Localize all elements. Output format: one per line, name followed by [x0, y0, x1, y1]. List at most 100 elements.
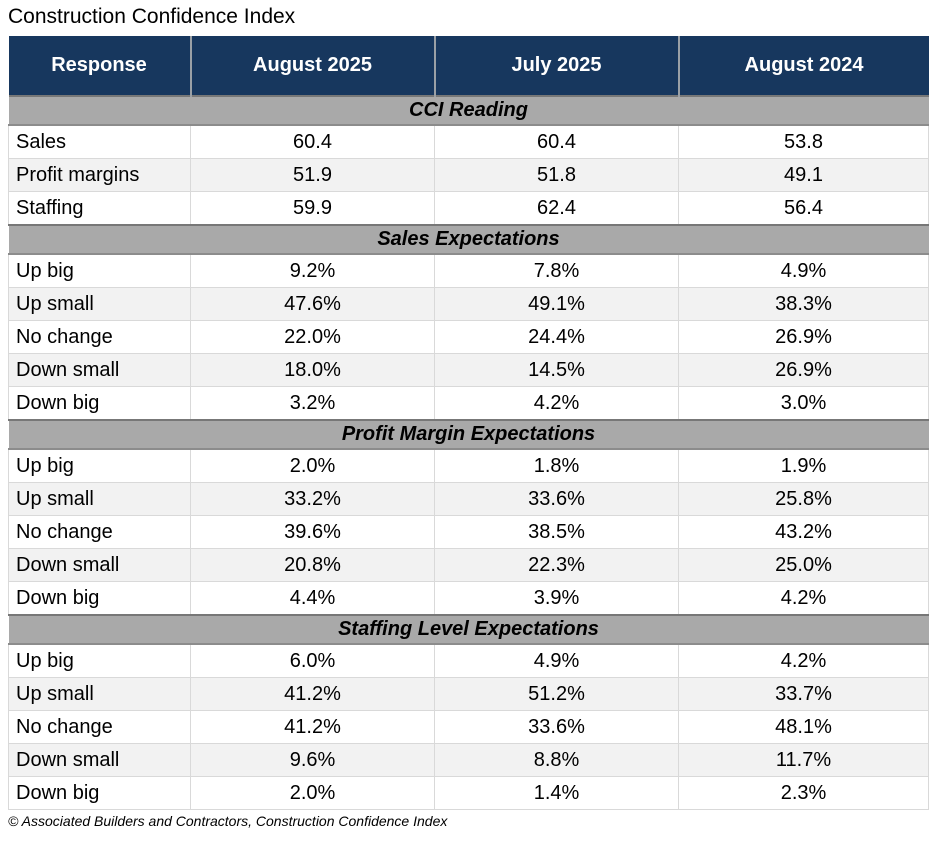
value-aug-2025: 22.0% — [190, 320, 435, 354]
value-jul-2025: 14.5% — [434, 353, 679, 387]
value-aug-2024: 43.2% — [678, 515, 929, 549]
value-aug-2024: 4.2% — [678, 581, 929, 616]
response-label: No change — [8, 320, 191, 354]
value-aug-2025: 41.2% — [190, 710, 435, 744]
value-aug-2025: 59.9 — [190, 191, 435, 226]
value-aug-2025: 33.2% — [190, 482, 435, 516]
value-aug-2024: 49.1 — [678, 158, 929, 192]
table-row: Down small 20.8% 22.3% 25.0% — [8, 548, 929, 582]
col-header-july-2025: July 2025 — [433, 36, 679, 97]
value-jul-2025: 38.5% — [434, 515, 679, 549]
section-header-row: Sales Expectations — [8, 224, 929, 255]
value-jul-2025: 49.1% — [434, 287, 679, 321]
section-title-sales-expectations: Sales Expectations — [8, 224, 929, 255]
col-header-august-2025: August 2025 — [189, 36, 435, 97]
value-aug-2024: 4.9% — [678, 253, 929, 288]
table-row: Up small 47.6% 49.1% 38.3% — [8, 287, 929, 321]
value-aug-2024: 26.9% — [678, 320, 929, 354]
value-aug-2025: 60.4 — [190, 124, 435, 159]
response-label: Profit margins — [8, 158, 191, 192]
value-aug-2024: 11.7% — [678, 743, 929, 777]
table-row: Staffing 59.9 62.4 56.4 — [8, 191, 929, 226]
value-jul-2025: 3.9% — [434, 581, 679, 616]
value-aug-2025: 9.6% — [190, 743, 435, 777]
value-aug-2025: 3.2% — [190, 386, 435, 421]
response-label: Up big — [8, 643, 191, 678]
value-aug-2025: 2.0% — [190, 776, 435, 810]
value-jul-2025: 60.4 — [434, 124, 679, 159]
value-aug-2024: 33.7% — [678, 677, 929, 711]
response-label: Down big — [8, 386, 191, 421]
value-aug-2024: 1.9% — [678, 448, 929, 483]
value-jul-2025: 1.8% — [434, 448, 679, 483]
cci-table: Response August 2025 July 2025 August 20… — [8, 36, 929, 810]
value-aug-2025: 4.4% — [190, 581, 435, 616]
header-row: Response August 2025 July 2025 August 20… — [8, 36, 929, 97]
table-row: Sales 60.4 60.4 53.8 — [8, 124, 929, 159]
footer-credit: © Associated Builders and Contractors, C… — [8, 813, 448, 829]
response-label: Up small — [8, 677, 191, 711]
value-jul-2025: 7.8% — [434, 253, 679, 288]
value-aug-2024: 48.1% — [678, 710, 929, 744]
section-title-staffing-level-expectations: Staffing Level Expectations — [8, 614, 929, 645]
value-aug-2024: 2.3% — [678, 776, 929, 810]
value-jul-2025: 4.9% — [434, 643, 679, 678]
response-label: Down big — [8, 776, 191, 810]
value-jul-2025: 51.8 — [434, 158, 679, 192]
value-jul-2025: 4.2% — [434, 386, 679, 421]
value-jul-2025: 1.4% — [434, 776, 679, 810]
table-row: Up big 2.0% 1.8% 1.9% — [8, 448, 929, 483]
value-aug-2025: 18.0% — [190, 353, 435, 387]
value-jul-2025: 62.4 — [434, 191, 679, 226]
table-row: Down big 3.2% 4.2% 3.0% — [8, 386, 929, 421]
table-row: No change 41.2% 33.6% 48.1% — [8, 710, 929, 744]
response-label: Down small — [8, 548, 191, 582]
table-row: Down big 4.4% 3.9% 4.2% — [8, 581, 929, 616]
value-aug-2024: 53.8 — [678, 124, 929, 159]
table-row: Up big 6.0% 4.9% 4.2% — [8, 643, 929, 678]
section-title-profit-margin-expectations: Profit Margin Expectations — [8, 419, 929, 450]
response-label: Up small — [8, 482, 191, 516]
response-label: Sales — [8, 124, 191, 159]
table-row: Profit margins 51.9 51.8 49.1 — [8, 158, 929, 192]
value-aug-2024: 4.2% — [678, 643, 929, 678]
value-aug-2025: 47.6% — [190, 287, 435, 321]
response-label: Down big — [8, 581, 191, 616]
value-aug-2024: 56.4 — [678, 191, 929, 226]
value-aug-2025: 20.8% — [190, 548, 435, 582]
table-row: Up big 9.2% 7.8% 4.9% — [8, 253, 929, 288]
col-header-response: Response — [8, 36, 191, 97]
response-label: Down small — [8, 743, 191, 777]
value-aug-2024: 38.3% — [678, 287, 929, 321]
value-aug-2024: 25.0% — [678, 548, 929, 582]
col-header-august-2024: August 2024 — [677, 36, 929, 97]
value-aug-2024: 25.8% — [678, 482, 929, 516]
section-header-row: CCI Reading — [8, 95, 929, 126]
table-row: No change 39.6% 38.5% 43.2% — [8, 515, 929, 549]
value-aug-2025: 9.2% — [190, 253, 435, 288]
value-aug-2025: 39.6% — [190, 515, 435, 549]
value-jul-2025: 33.6% — [434, 482, 679, 516]
page: Construction Confidence Index Response A… — [8, 5, 929, 829]
value-jul-2025: 51.2% — [434, 677, 679, 711]
response-label: Staffing — [8, 191, 191, 226]
table-row: No change 22.0% 24.4% 26.9% — [8, 320, 929, 354]
response-label: Up small — [8, 287, 191, 321]
value-jul-2025: 33.6% — [434, 710, 679, 744]
page-title: Construction Confidence Index — [8, 5, 296, 28]
response-label: Down small — [8, 353, 191, 387]
value-jul-2025: 22.3% — [434, 548, 679, 582]
section-title-cci-reading: CCI Reading — [8, 95, 929, 126]
value-aug-2025: 2.0% — [190, 448, 435, 483]
response-label: No change — [8, 515, 191, 549]
table-row: Down small 9.6% 8.8% 11.7% — [8, 743, 929, 777]
table-row: Up small 41.2% 51.2% 33.7% — [8, 677, 929, 711]
section-header-row: Profit Margin Expectations — [8, 419, 929, 450]
value-jul-2025: 24.4% — [434, 320, 679, 354]
table-row: Up small 33.2% 33.6% 25.8% — [8, 482, 929, 516]
value-jul-2025: 8.8% — [434, 743, 679, 777]
value-aug-2024: 3.0% — [678, 386, 929, 421]
value-aug-2025: 6.0% — [190, 643, 435, 678]
value-aug-2025: 41.2% — [190, 677, 435, 711]
table-row: Down small 18.0% 14.5% 26.9% — [8, 353, 929, 387]
